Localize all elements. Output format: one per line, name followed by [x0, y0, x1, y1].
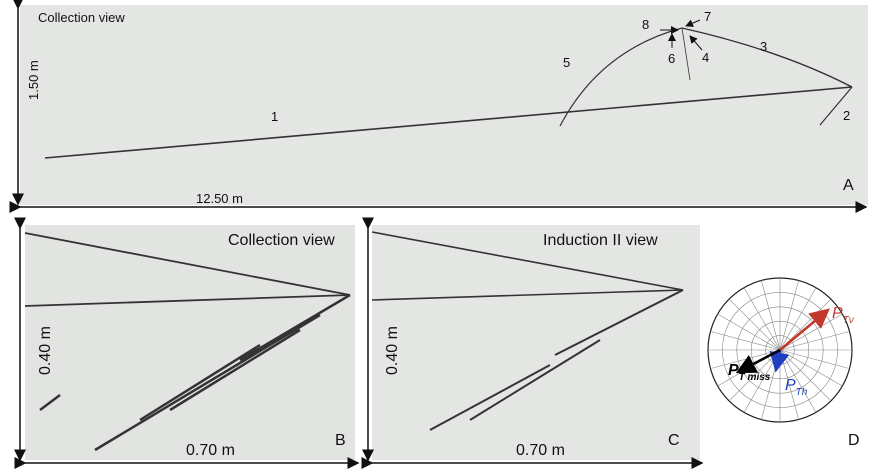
- polar-grid-line: [728, 298, 781, 351]
- track-label: 1: [271, 109, 278, 124]
- vector-label: PTh: [785, 377, 808, 398]
- panel-letter: C: [668, 432, 680, 449]
- track-label: 2: [843, 108, 850, 123]
- track-3: [681, 27, 853, 88]
- polar-grid-line: [717, 313, 781, 351]
- shower: [429, 289, 684, 431]
- subscript: Th: [796, 387, 808, 398]
- tracks: [24, 232, 351, 307]
- arrow-4: [689, 35, 703, 51]
- panel-letter: D: [848, 432, 860, 449]
- track-4: [681, 27, 691, 81]
- symbol: P: [832, 305, 843, 322]
- track-label: 6: [668, 51, 675, 66]
- vector-nu: [779, 308, 830, 351]
- view-label: Collection view: [38, 10, 125, 25]
- scale-label: 1.50 m: [26, 60, 41, 100]
- track-label: 3: [760, 39, 767, 54]
- polar-grid-line: [779, 280, 799, 351]
- scale-label: 12.50 m: [196, 191, 243, 206]
- tracks: [371, 231, 684, 301]
- polar-grid-line: [779, 349, 850, 369]
- view-label: Collection view: [228, 232, 335, 249]
- polar-grid-line: [779, 287, 817, 351]
- subscript: Tν: [843, 315, 854, 326]
- vector-miss: [735, 348, 781, 374]
- polar-grid-line: [779, 349, 843, 387]
- subscript: T miss: [739, 372, 771, 383]
- panel-b-image: [25, 225, 355, 460]
- symbol: P: [728, 362, 739, 379]
- polar-grid-line: [743, 287, 781, 351]
- shower: [39, 293, 351, 452]
- panel-letter: B: [335, 432, 346, 449]
- vector-label: PTν: [832, 305, 854, 326]
- symbol: P: [785, 377, 796, 394]
- panel-c-image: [372, 225, 700, 460]
- scale-label: 0.70 m: [186, 442, 235, 459]
- scale-label: 0.70 m: [516, 442, 565, 459]
- polar-grid-line: [710, 349, 781, 369]
- track-5: [559, 27, 683, 127]
- track-2: [819, 86, 853, 126]
- panel-letter: A: [843, 177, 854, 194]
- polar-grid-line: [779, 313, 843, 351]
- track-1: [44, 86, 853, 159]
- vector-label: PT miss: [728, 362, 771, 383]
- panel-a-image: [20, 5, 868, 205]
- view-label: Induction II view: [543, 232, 658, 249]
- polar-grid-line: [779, 331, 850, 351]
- vector-hadron: [769, 349, 790, 373]
- track-label: 7: [704, 9, 711, 24]
- track-label: 5: [563, 55, 570, 70]
- scale-label: 0.40 m: [37, 326, 54, 375]
- polar-grid-line: [761, 280, 781, 351]
- scale-label: 0.40 m: [384, 326, 401, 375]
- track-label: 8: [642, 17, 649, 32]
- polar-grid-line: [710, 331, 781, 351]
- arrow-7: [685, 19, 701, 27]
- track-label: 4: [702, 50, 709, 65]
